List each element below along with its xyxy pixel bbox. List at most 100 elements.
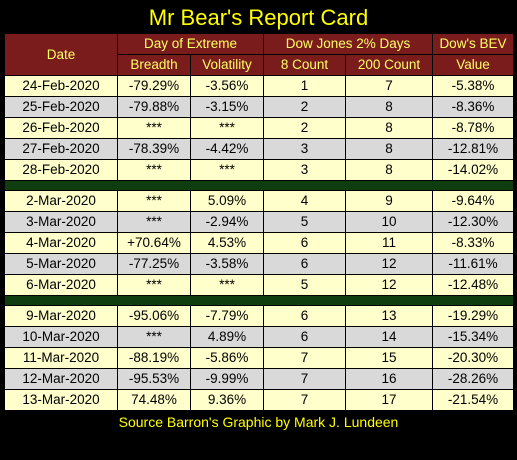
report-table: Date Day of Extreme Dow Jones 2% Days Do… bbox=[4, 33, 514, 411]
volatility-cell: 4.53% bbox=[190, 232, 264, 254]
table-row: 11-Mar-2020 -88.19% -5.86% 7 15 -20.30% bbox=[4, 347, 514, 369]
volatility-cell: *** bbox=[190, 117, 264, 139]
breadth-cell: -95.53% bbox=[117, 368, 191, 390]
table-row: 26-Feb-2020 *** *** 2 8 -8.78% bbox=[4, 117, 514, 139]
count-200-cell: 17 bbox=[345, 389, 433, 411]
table-row: 6-Mar-2020 *** *** 5 12 -12.48% bbox=[4, 274, 514, 296]
bev-value-cell: -21.54% bbox=[432, 389, 514, 411]
count-8-cell: 5 bbox=[263, 211, 346, 233]
volatility-cell: 4.89% bbox=[190, 326, 264, 348]
volatility-cell: *** bbox=[190, 159, 264, 181]
header-day-of-extreme: Day of Extreme bbox=[117, 33, 264, 55]
count-8-cell: 2 bbox=[263, 117, 346, 139]
count-200-cell: 8 bbox=[345, 138, 433, 160]
table-row: 28-Feb-2020 *** *** 3 8 -14.02% bbox=[4, 159, 514, 181]
date-cell: 26-Feb-2020 bbox=[4, 117, 118, 139]
count-200-cell: 10 bbox=[345, 211, 433, 233]
breadth-cell: -88.19% bbox=[117, 347, 191, 369]
breadth-cell: -77.25% bbox=[117, 253, 191, 275]
date-cell: 28-Feb-2020 bbox=[4, 159, 118, 181]
count-8-cell: 7 bbox=[263, 389, 346, 411]
volatility-cell: -2.94% bbox=[190, 211, 264, 233]
count-200-cell: 7 bbox=[345, 75, 433, 97]
table-row: 9-Mar-2020 -95.06% -7.79% 6 13 -19.29% bbox=[4, 305, 514, 327]
breadth-cell: *** bbox=[117, 326, 191, 348]
breadth-cell: *** bbox=[117, 117, 191, 139]
date-cell: 11-Mar-2020 bbox=[4, 347, 118, 369]
bev-value-cell: -12.30% bbox=[432, 211, 514, 233]
volatility-cell: -7.79% bbox=[190, 305, 264, 327]
separator-bar bbox=[4, 180, 514, 191]
date-cell: 3-Mar-2020 bbox=[4, 211, 118, 233]
breadth-cell: +70.64% bbox=[117, 232, 191, 254]
breadth-cell: *** bbox=[117, 159, 191, 181]
count-200-cell: 13 bbox=[345, 305, 433, 327]
table-row: 10-Mar-2020 *** 4.89% 6 14 -15.34% bbox=[4, 326, 514, 348]
date-cell: 9-Mar-2020 bbox=[4, 305, 118, 327]
header-date: Date bbox=[4, 33, 118, 76]
report-title: Mr Bear's Report Card bbox=[148, 5, 369, 30]
breadth-cell: -95.06% bbox=[117, 305, 191, 327]
table-row: 3-Mar-2020 *** -2.94% 5 10 -12.30% bbox=[4, 211, 514, 233]
date-cell: 10-Mar-2020 bbox=[4, 326, 118, 348]
count-8-cell: 7 bbox=[263, 347, 346, 369]
bev-value-cell: -9.64% bbox=[432, 190, 514, 212]
volatility-cell: -3.58% bbox=[190, 253, 264, 275]
count-8-cell: 6 bbox=[263, 326, 346, 348]
table-row: 24-Feb-2020 -79.29% -3.56% 1 7 -5.38% bbox=[4, 75, 514, 97]
header-8-count: 8 Count bbox=[263, 54, 346, 76]
header-200-count: 200 Count bbox=[345, 54, 433, 76]
volatility-cell: -3.56% bbox=[190, 75, 264, 97]
bev-value-cell: -11.61% bbox=[432, 253, 514, 275]
header-dows-bev: Dow's BEV bbox=[432, 33, 514, 55]
breadth-cell: 74.48% bbox=[117, 389, 191, 411]
bev-value-cell: -15.34% bbox=[432, 326, 514, 348]
volatility-cell: 5.09% bbox=[190, 190, 264, 212]
header-breadth: Breadth bbox=[117, 54, 191, 76]
bev-value-cell: -19.29% bbox=[432, 305, 514, 327]
date-cell: 12-Mar-2020 bbox=[4, 368, 118, 390]
table-row: 12-Mar-2020 -95.53% -9.99% 7 16 -28.26% bbox=[4, 368, 514, 390]
count-200-cell: 12 bbox=[345, 274, 433, 296]
count-200-cell: 16 bbox=[345, 368, 433, 390]
breadth-cell: *** bbox=[117, 274, 191, 296]
count-8-cell: 2 bbox=[263, 96, 346, 118]
count-200-cell: 15 bbox=[345, 347, 433, 369]
count-8-cell: 6 bbox=[263, 305, 346, 327]
date-cell: 25-Feb-2020 bbox=[4, 96, 118, 118]
count-200-cell: 14 bbox=[345, 326, 433, 348]
breadth-cell: *** bbox=[117, 211, 191, 233]
count-200-cell: 8 bbox=[345, 117, 433, 139]
date-cell: 27-Feb-2020 bbox=[4, 138, 118, 160]
table-row: 2-Mar-2020 *** 5.09% 4 9 -9.64% bbox=[4, 190, 514, 212]
count-8-cell: 7 bbox=[263, 368, 346, 390]
count-200-cell: 8 bbox=[345, 159, 433, 181]
table-row: 4-Mar-2020 +70.64% 4.53% 6 11 -8.33% bbox=[4, 232, 514, 254]
count-200-cell: 9 bbox=[345, 190, 433, 212]
table-row: 27-Feb-2020 -78.39% -4.42% 3 8 -12.81% bbox=[4, 138, 514, 160]
breadth-cell: -79.88% bbox=[117, 96, 191, 118]
bev-value-cell: -8.36% bbox=[432, 96, 514, 118]
count-8-cell: 4 bbox=[263, 190, 346, 212]
bev-value-cell: -14.02% bbox=[432, 159, 514, 181]
bev-value-cell: -12.48% bbox=[432, 274, 514, 296]
bev-value-cell: -12.81% bbox=[432, 138, 514, 160]
count-200-cell: 11 bbox=[345, 232, 433, 254]
date-cell: 6-Mar-2020 bbox=[4, 274, 118, 296]
count-8-cell: 1 bbox=[263, 75, 346, 97]
volatility-cell: -4.42% bbox=[190, 138, 264, 160]
group-separator bbox=[4, 180, 514, 191]
bev-value-cell: -8.33% bbox=[432, 232, 514, 254]
table-row: 5-Mar-2020 -77.25% -3.58% 6 12 -11.61% bbox=[4, 253, 514, 275]
date-cell: 5-Mar-2020 bbox=[4, 253, 118, 275]
source-credit: Source Barron's Graphic by Mark J. Lunde… bbox=[118, 414, 399, 430]
report-table-body: 24-Feb-2020 -79.29% -3.56% 1 7 -5.38% 25-Feb-2… bbox=[4, 75, 514, 411]
count-8-cell: 3 bbox=[263, 138, 346, 160]
volatility-cell: -3.15% bbox=[190, 96, 264, 118]
date-cell: 4-Mar-2020 bbox=[4, 232, 118, 254]
table-row: 13-Mar-2020 74.48% 9.36% 7 17 -21.54% bbox=[4, 389, 514, 411]
header-volatility: Volatility bbox=[190, 54, 264, 76]
count-8-cell: 6 bbox=[263, 232, 346, 254]
count-8-cell: 3 bbox=[263, 159, 346, 181]
